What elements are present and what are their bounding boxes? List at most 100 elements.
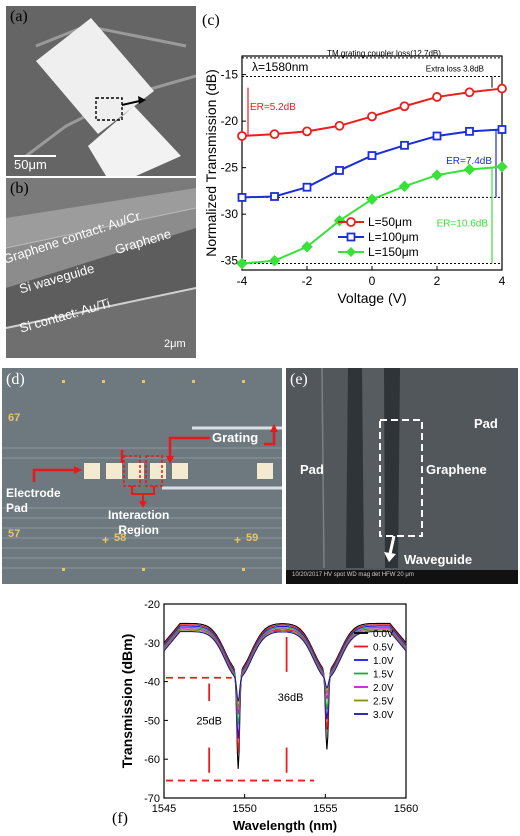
y-tick-label-f: -50	[144, 715, 160, 727]
num-57: 57	[8, 528, 21, 540]
data-point-c	[301, 241, 313, 253]
data-point-c	[302, 182, 312, 192]
legend-marker-c	[346, 232, 356, 242]
tm-loss-text: TM grating coupler loss(12.7dB)	[327, 49, 441, 58]
pad-square-5	[172, 463, 188, 479]
legend-marker-c	[346, 217, 356, 227]
db36-label: 36dB	[278, 692, 304, 704]
er-text-150: ER=10.6dB	[437, 218, 489, 229]
y-tick-label-f: -20	[144, 599, 160, 611]
spectrum-line-f	[163, 629, 407, 708]
y-tick-label-c: -15	[221, 68, 239, 82]
pad-left-label: Pad	[300, 462, 324, 477]
interaction-box-2	[145, 455, 163, 487]
pad-square-4	[150, 463, 166, 479]
legend-label-c: L=100μm	[368, 230, 419, 244]
svg-text:+: +	[102, 533, 109, 547]
data-point-c	[497, 83, 507, 94]
panel-f-label: (f)	[112, 810, 128, 827]
panel-a-image	[6, 6, 196, 176]
interaction-label-2: Region	[118, 523, 159, 537]
x-tick-label-c: 0	[369, 274, 376, 288]
data-point-c	[237, 193, 247, 202]
spectrum-line-f	[163, 628, 407, 715]
panel-e: (e) Pad Pad Graphene Waveguide 10/20/201…	[286, 368, 518, 584]
data-point-c	[269, 129, 280, 140]
pad-square-1	[84, 463, 100, 479]
graphene-e-label: Graphene	[426, 462, 487, 477]
panel-a-label: (a)	[10, 8, 28, 25]
electrode-label: Electrode Pad	[6, 486, 61, 516]
region-box	[95, 97, 123, 121]
data-point-c	[463, 163, 476, 176]
data-point-c	[464, 87, 475, 98]
extra-loss-text: Extra loss 3.8dB	[426, 64, 484, 73]
data-point-c	[237, 131, 247, 141]
panel-d-label: (d)	[6, 371, 25, 388]
data-point-c	[268, 254, 281, 267]
y-tick-label-f: -70	[144, 793, 160, 805]
waveguide-arrow	[388, 535, 396, 555]
chart-f: 1545 1550 1555 1560 -20 -30 -40 -50 -60 -70 Wavele…	[119, 599, 418, 833]
spectrum-line-f	[163, 630, 407, 702]
x-tick-label-f: 1550	[232, 803, 256, 815]
legend-label-c: L=150μm	[368, 245, 419, 259]
x-tick-label-c: -2	[302, 274, 313, 288]
x-axis-label-c: Voltage (V)	[337, 290, 406, 306]
legend-label-f: 3.0V	[373, 710, 394, 721]
scale-label-b: 2μm	[164, 338, 186, 350]
num-67: 67	[8, 412, 21, 424]
y-axis-label-c: Normalized Transmission (dB)	[203, 69, 219, 257]
pad-square-3	[128, 463, 144, 479]
panel-e-label: (e)	[290, 371, 308, 388]
legend-label-c: L=50μm	[368, 215, 412, 229]
spectrum-line-f	[163, 622, 407, 769]
x-tick-label-c: -4	[237, 274, 248, 288]
legend-marker-c	[346, 247, 356, 257]
pad-right-label: Pad	[474, 416, 498, 431]
legend-label-f: 2.5V	[373, 697, 394, 708]
num-58: 58	[114, 532, 127, 544]
er-text-50: ER=5.2dB	[250, 102, 296, 113]
spectrum-line-f	[163, 624, 407, 753]
data-point-c	[431, 169, 443, 181]
spectrum-line-f	[163, 626, 407, 725]
graphene-box	[379, 419, 423, 537]
data-point-c	[432, 92, 442, 102]
pad-right	[88, 106, 181, 176]
electrode-label-1: Electrode	[6, 486, 61, 500]
data-point-c	[367, 151, 377, 160]
data-point-c	[497, 125, 507, 134]
waveguide-e-label: Waveguide	[404, 552, 473, 567]
db25-label: 25dB	[196, 715, 222, 727]
data-point-c	[335, 166, 344, 175]
sem-info-bar: 10/20/2017 HV spot WD mag det HFW 20 μm	[292, 572, 414, 578]
pad-square-6	[257, 463, 273, 479]
interaction-label-1: Interaction	[108, 508, 170, 522]
panel-b-label: (b)	[10, 180, 29, 197]
data-point-c	[270, 192, 279, 201]
panel-b: (b) Graphene contact: Au/Cr Graphene Si …	[6, 178, 196, 358]
grating-label: Grating	[212, 430, 259, 445]
panel-d: + + (d) 67 57 58 59 Grating Electrode Pa…	[2, 368, 282, 584]
data-point-c	[236, 257, 248, 270]
x-axis-label-f: Wavelength (nm)	[233, 818, 337, 833]
data-point-c	[432, 131, 442, 141]
panel-a: (a) 50μm	[6, 6, 196, 176]
x-tick-label-f: 1545	[152, 803, 176, 815]
data-point-c	[333, 214, 346, 227]
y-tick-label-f: -60	[144, 754, 160, 766]
y-tick-label-c: -25	[221, 161, 239, 175]
panel-d-image: + +	[2, 368, 282, 584]
data-point-c	[400, 140, 409, 150]
y-tick-label-c: -20	[221, 114, 239, 128]
er-text-100: ER=7.4dB	[446, 156, 492, 167]
plot-frame-f	[163, 603, 407, 799]
x-tick-label-f: 1560	[394, 803, 418, 815]
legend-label-f: 0.0V	[373, 629, 394, 640]
x-tick-label-f: 1555	[313, 803, 337, 815]
lambda-text: λ=1580nm	[252, 60, 308, 74]
spectrum-line-f	[163, 625, 407, 739]
legend-label-f: 1.5V	[373, 670, 394, 681]
